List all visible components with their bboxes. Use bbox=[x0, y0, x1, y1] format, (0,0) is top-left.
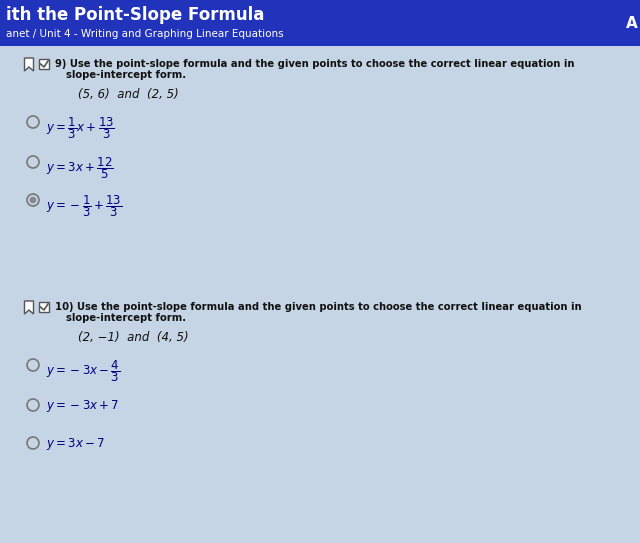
Text: $y = 3x + \dfrac{12}{5}$: $y = 3x + \dfrac{12}{5}$ bbox=[46, 155, 113, 181]
Text: ith the Point-Slope Formula: ith the Point-Slope Formula bbox=[6, 6, 264, 24]
Text: (2, −1)  and  (4, 5): (2, −1) and (4, 5) bbox=[78, 331, 189, 344]
Text: $y = -\dfrac{1}{3} + \dfrac{13}{3}$: $y = -\dfrac{1}{3} + \dfrac{13}{3}$ bbox=[46, 193, 122, 219]
Text: (5, 6)  and  (2, 5): (5, 6) and (2, 5) bbox=[78, 88, 179, 101]
Text: $y = \dfrac{1}{3}x + \dfrac{13}{3}$: $y = \dfrac{1}{3}x + \dfrac{13}{3}$ bbox=[46, 115, 115, 141]
Text: 9) Use the point-slope formula and the given points to choose the correct linear: 9) Use the point-slope formula and the g… bbox=[55, 59, 575, 69]
Text: slope-intercept form.: slope-intercept form. bbox=[66, 70, 186, 80]
Text: anet / Unit 4 - Writing and Graphing Linear Equations: anet / Unit 4 - Writing and Graphing Lin… bbox=[6, 29, 284, 39]
FancyBboxPatch shape bbox=[39, 59, 49, 69]
Text: $y = -3x + 7$: $y = -3x + 7$ bbox=[46, 398, 120, 414]
Text: slope-intercept form.: slope-intercept form. bbox=[66, 313, 186, 323]
FancyBboxPatch shape bbox=[39, 302, 49, 312]
Circle shape bbox=[29, 197, 36, 203]
Polygon shape bbox=[24, 58, 33, 71]
FancyBboxPatch shape bbox=[0, 0, 640, 46]
Text: 10) Use the point-slope formula and the given points to choose the correct linea: 10) Use the point-slope formula and the … bbox=[55, 302, 582, 312]
Polygon shape bbox=[24, 301, 33, 314]
Text: A: A bbox=[626, 16, 638, 30]
Text: $y = -3x - \dfrac{4}{3}$: $y = -3x - \dfrac{4}{3}$ bbox=[46, 358, 120, 384]
Text: $y = 3x - 7$: $y = 3x - 7$ bbox=[46, 436, 105, 452]
